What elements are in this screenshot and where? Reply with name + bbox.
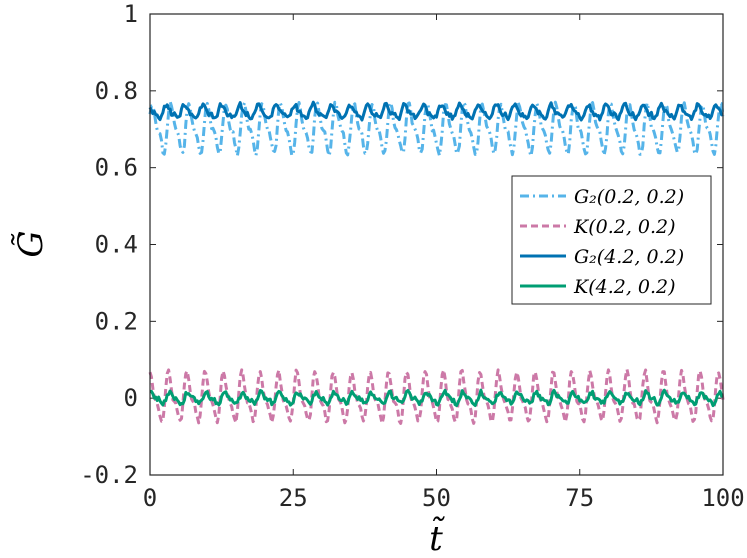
series-line xyxy=(148,100,725,158)
series-line xyxy=(148,100,724,122)
x-tick-label: 100 xyxy=(701,484,744,512)
x-axis-label: t̃ xyxy=(429,516,446,558)
x-tick-label: 50 xyxy=(422,484,451,512)
x-tick-label: 0 xyxy=(143,484,157,512)
y-tick-label: 0.4 xyxy=(95,231,138,259)
legend: G₂(0.2, 0.2) K(0.2, 0.2) G₂(4.2, 0.2) K(4.2… xyxy=(511,175,712,305)
y-axis-label: G̃ xyxy=(11,230,51,257)
legend-label: K(4.2, 0.2) xyxy=(573,276,676,298)
plot-frame xyxy=(149,13,724,476)
series-line xyxy=(149,388,724,408)
y-tick-label: 0 xyxy=(124,384,138,412)
y-tick-label: 0.6 xyxy=(95,154,138,182)
legend-label: G₂(4.2, 0.2) xyxy=(574,246,684,268)
x-tick-label: 25 xyxy=(279,484,308,512)
series-line xyxy=(148,367,725,425)
x-tick-label: 75 xyxy=(565,484,594,512)
y-tick-label: 0.8 xyxy=(95,77,138,105)
y-tick-label: -0.2 xyxy=(80,461,138,489)
y-tick-label: 1 xyxy=(124,0,138,28)
legend-label: G₂(0.2, 0.2) xyxy=(574,186,684,208)
y-tick-label: 0.2 xyxy=(95,307,138,335)
legend-label: K(0.2, 0.2) xyxy=(573,216,676,238)
